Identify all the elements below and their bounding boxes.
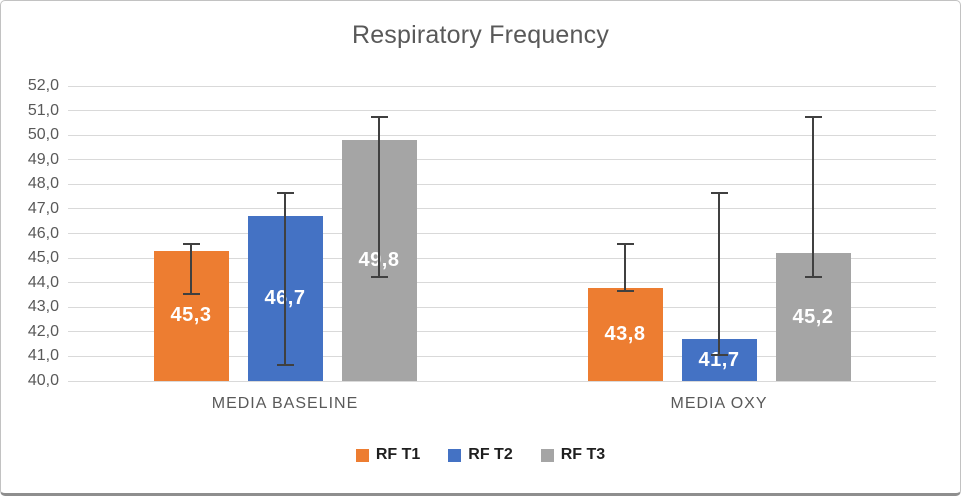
gridline-51,0 bbox=[68, 110, 936, 112]
error-bar-cap bbox=[182, 243, 200, 246]
error-bar-rf-t3-media-oxy bbox=[804, 115, 822, 278]
error-bar-cap bbox=[370, 275, 388, 278]
y-tick-label: 41,0 bbox=[27, 347, 59, 365]
error-bar-line bbox=[190, 243, 192, 295]
bar-value-label: 45,2 bbox=[792, 305, 834, 328]
error-bar-line bbox=[378, 115, 380, 278]
gridline-43,0 bbox=[68, 306, 936, 308]
y-tick-label: 43,0 bbox=[27, 298, 59, 316]
error-bar-cap bbox=[616, 243, 634, 246]
error-bar-cap bbox=[616, 290, 634, 293]
gridline-41,0 bbox=[68, 355, 936, 357]
y-tick-label: 47,0 bbox=[27, 199, 59, 217]
error-bar-rf-t2-media-baseline bbox=[276, 191, 294, 367]
legend-item-rf-t3: RF T3 bbox=[540, 446, 606, 464]
legend-swatch-rf-t2 bbox=[448, 448, 462, 462]
legend-label: RF T3 bbox=[560, 446, 606, 463]
gridline-44,0 bbox=[68, 282, 936, 284]
y-tick-label: 45,0 bbox=[27, 249, 59, 267]
y-tick-label: 51,0 bbox=[27, 101, 59, 119]
gridline-42,0 bbox=[68, 331, 936, 333]
x-category-label-media-baseline: MEDIA BASELINE bbox=[211, 395, 359, 412]
legend-swatch-rf-t3 bbox=[540, 448, 554, 462]
error-bar-rf-t1-media-oxy bbox=[616, 243, 634, 293]
bar-value-label: 45,3 bbox=[170, 304, 212, 327]
legend-item-rf-t2: RF T2 bbox=[448, 446, 513, 464]
gridline-48,0 bbox=[68, 183, 936, 185]
y-tick-label: 49,0 bbox=[27, 150, 59, 168]
y-tick-label: 42,0 bbox=[27, 322, 59, 340]
error-bar-cap bbox=[804, 115, 822, 118]
error-bar-cap bbox=[804, 275, 822, 278]
y-tick-label: 52,0 bbox=[27, 77, 59, 94]
y-axis: 40,0 41,0 42,0 43,0 44,0 45,0 46,0 47,0 48,0 49,0… bbox=[1, 77, 59, 389]
error-bar-cap bbox=[710, 354, 728, 357]
error-bar-line bbox=[812, 115, 814, 278]
error-bar-line bbox=[624, 243, 626, 293]
y-tick-label: 50,0 bbox=[27, 126, 59, 144]
gridline-50,0 bbox=[68, 134, 936, 136]
gridline-46,0 bbox=[68, 233, 936, 234]
bar-value-label: 41,7 bbox=[698, 348, 740, 371]
x-axis-category-labels: MEDIA BASELINE MEDIA OXY bbox=[68, 395, 936, 417]
error-bar-line bbox=[718, 191, 720, 357]
error-bar-cap bbox=[370, 115, 388, 118]
error-bar-cap bbox=[710, 191, 728, 194]
y-tick-label: 40,0 bbox=[27, 372, 59, 389]
error-bar-cap bbox=[182, 292, 200, 295]
gridline-49,0 bbox=[68, 159, 936, 161]
bar-value-label: 43,8 bbox=[604, 322, 646, 345]
gridline-52,0 bbox=[68, 85, 936, 87]
gridline-47,0 bbox=[68, 208, 936, 210]
legend-swatch-rf-t1 bbox=[355, 448, 369, 462]
y-tick-label: 48,0 bbox=[27, 175, 59, 193]
y-tick-label: 46,0 bbox=[27, 224, 59, 242]
error-bar-rf-t3-media-baseline bbox=[370, 115, 388, 278]
legend-label: RF T1 bbox=[375, 446, 421, 463]
plot-area: 45,346,749,843,841,745,2 bbox=[68, 85, 936, 382]
gridline-45,0 bbox=[68, 257, 936, 259]
error-bar-rf-t2-media-oxy bbox=[710, 191, 728, 357]
error-bar-cap bbox=[276, 364, 294, 367]
legend-label: RF T2 bbox=[468, 446, 513, 463]
gridline-40,0 bbox=[68, 380, 936, 382]
legend-item-rf-t1: RF T1 bbox=[355, 446, 421, 464]
legend: RF T1 RF T2 RF T3 bbox=[1, 446, 960, 464]
error-bar-line bbox=[284, 191, 286, 367]
error-bar-rf-t1-media-baseline bbox=[182, 243, 200, 295]
y-tick-label: 44,0 bbox=[27, 273, 59, 291]
error-bar-cap bbox=[276, 191, 294, 194]
bar-rf-t1-media-oxy: 43,8 bbox=[587, 287, 663, 381]
x-category-label-media-oxy: MEDIA OXY bbox=[670, 395, 768, 412]
chart-title: Respiratory Frequency bbox=[351, 21, 610, 49]
